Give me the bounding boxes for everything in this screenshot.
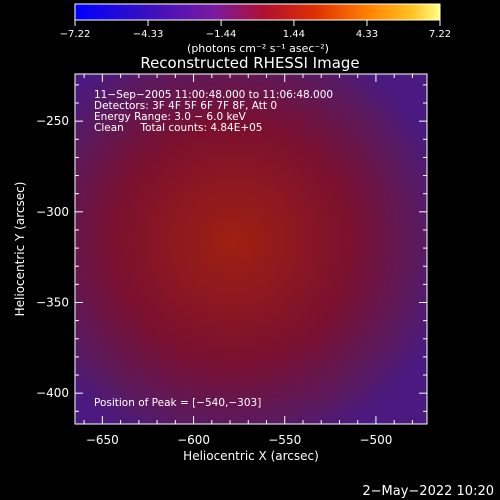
annotation-clean-counts: Clean Total counts: 4.84E+05 xyxy=(94,122,263,134)
plot-frame xyxy=(74,73,428,425)
emission-source xyxy=(255,181,340,253)
y-tick-label: −300 xyxy=(36,205,69,219)
peak-position-label: Position of Peak = [−540,−303] xyxy=(94,397,261,409)
colorbar-tick-label: −1.44 xyxy=(206,29,237,40)
emission-source xyxy=(151,245,244,324)
annotation-detectors: Detectors: 3F 4F 5F 6F 7F 8F, Att 0 xyxy=(94,100,277,112)
y-tick-label: −400 xyxy=(36,386,69,400)
timestamp: 2−May−2022 10:20 xyxy=(362,484,494,499)
y-tick-label: −350 xyxy=(36,295,69,309)
x-axis-label: Heliocentric X (arcsec) xyxy=(183,449,319,463)
colorbar-ticks: −7.22 −4.33 −1.44 1.44 4.33 7.22 xyxy=(60,20,451,40)
emission-blob xyxy=(144,122,225,193)
y-axis-label: Heliocentric Y (arcsec) xyxy=(13,182,27,317)
x-tick-label: −650 xyxy=(86,433,119,447)
emission-layer xyxy=(90,122,362,382)
colorbar-label: (photons cm⁻² s⁻¹ asec⁻²) xyxy=(187,42,329,55)
colorbar-tick-label: −4.33 xyxy=(133,29,164,40)
y-tick-label: −250 xyxy=(36,114,69,128)
info-annotations: 11−Sep−2005 11:00:48.000 to 11:06:48.000… xyxy=(94,89,333,134)
heatmap-image xyxy=(75,74,427,424)
colorbar-tick-label: −7.22 xyxy=(60,29,91,40)
x-tick-label: −500 xyxy=(359,433,392,447)
annotation-time-range: 11−Sep−2005 11:00:48.000 to 11:06:48.000 xyxy=(94,89,333,101)
colorbar-gradient xyxy=(74,3,441,21)
x-tick-label: −600 xyxy=(177,433,210,447)
colorbar-tick-label: 7.22 xyxy=(429,29,451,40)
colorbar-tick-label: 4.33 xyxy=(356,29,378,40)
x-tick-label: −550 xyxy=(268,433,301,447)
emission-blob xyxy=(221,331,312,382)
annotation-energy-range: Energy Range: 3.0 − 6.0 keV xyxy=(94,111,247,123)
colorbar-tick-label: 1.44 xyxy=(283,29,305,40)
chart-title: Reconstructed RHESSI Image xyxy=(140,54,359,72)
axis-ticks: −650 −600 −550 −500 −250 −300 −350 −400 xyxy=(36,74,427,447)
colorbar: −7.22 −4.33 −1.44 1.44 4.33 7.22 (photons cm⁻… xyxy=(60,3,451,55)
emission-blob xyxy=(90,308,151,369)
